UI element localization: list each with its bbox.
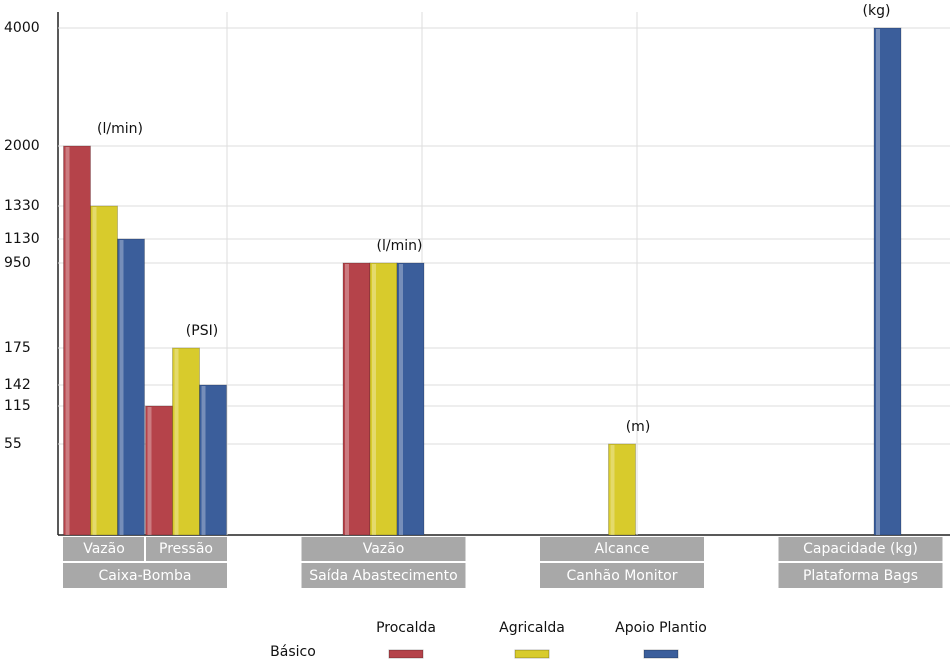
bar — [396, 262, 425, 536]
annotation: (l/min) — [377, 238, 423, 254]
legend-swatch — [643, 649, 679, 659]
annotation: (l/min) — [97, 121, 143, 137]
x-tick-label: Vazão — [83, 541, 125, 557]
x-tick-label: Capacidade (kg) — [803, 541, 918, 557]
category-label-box — [778, 537, 943, 561]
y-tick-label: 1330 — [4, 198, 40, 214]
bar — [369, 262, 398, 536]
legend-label: Agricalda — [499, 620, 565, 636]
annotation: (m) — [626, 419, 651, 435]
y-tick-label: 55 — [4, 436, 22, 452]
x-tick-label: Alcance — [595, 541, 650, 557]
y-tick-label: 4000 — [4, 20, 40, 36]
legend-swatch — [388, 649, 424, 659]
group-label-box — [63, 563, 227, 588]
legend-label: Apoio Plantio — [615, 620, 707, 636]
group-label: Caixa-Bomba — [99, 568, 192, 584]
y-tick-label: 175 — [4, 340, 31, 356]
bar-highlight — [119, 240, 124, 535]
bar — [342, 262, 371, 536]
x-tick-label: Vazão — [363, 541, 405, 557]
group-label: Canhão Monitor — [567, 568, 678, 584]
bar — [199, 384, 227, 536]
category-label-box — [301, 537, 466, 561]
bar-highlight — [65, 147, 70, 535]
bar — [63, 145, 91, 536]
bar-highlight — [372, 264, 376, 535]
legend-label: Procalda — [376, 620, 436, 636]
bar-highlight — [201, 386, 206, 535]
bar-highlight — [92, 207, 97, 535]
category-label-box — [540, 537, 704, 561]
bar-highlight — [345, 264, 349, 535]
group-label-box — [778, 563, 943, 588]
group-label: Plataforma Bags — [803, 568, 918, 584]
y-tick-label: 2000 — [4, 138, 40, 154]
bar-highlight — [876, 29, 880, 535]
x-tick-label: Pressão — [159, 541, 213, 557]
group-label-box — [540, 563, 704, 588]
group-label-box — [301, 563, 466, 588]
category-label-box — [63, 537, 144, 561]
bar — [117, 238, 145, 536]
y-tick-label: 1130 — [4, 231, 40, 247]
y-tick-label: 115 — [4, 398, 31, 414]
group-label: Saída Abastecimento — [309, 568, 457, 584]
annotation: (kg) — [863, 3, 891, 19]
bar-highlight — [174, 349, 179, 535]
bar — [873, 27, 902, 536]
bar — [90, 205, 118, 536]
bar-highlight — [147, 407, 152, 535]
legend-title: Básico — [270, 644, 316, 659]
y-tick-label: 950 — [4, 255, 31, 271]
bar-highlight — [610, 445, 615, 535]
bar-highlight — [399, 264, 403, 535]
legend-swatch — [514, 649, 550, 659]
y-tick-label: 142 — [4, 377, 31, 393]
category-label-box — [146, 537, 227, 561]
bar — [608, 443, 636, 536]
bar — [172, 347, 200, 536]
annotation: (PSI) — [186, 323, 218, 339]
